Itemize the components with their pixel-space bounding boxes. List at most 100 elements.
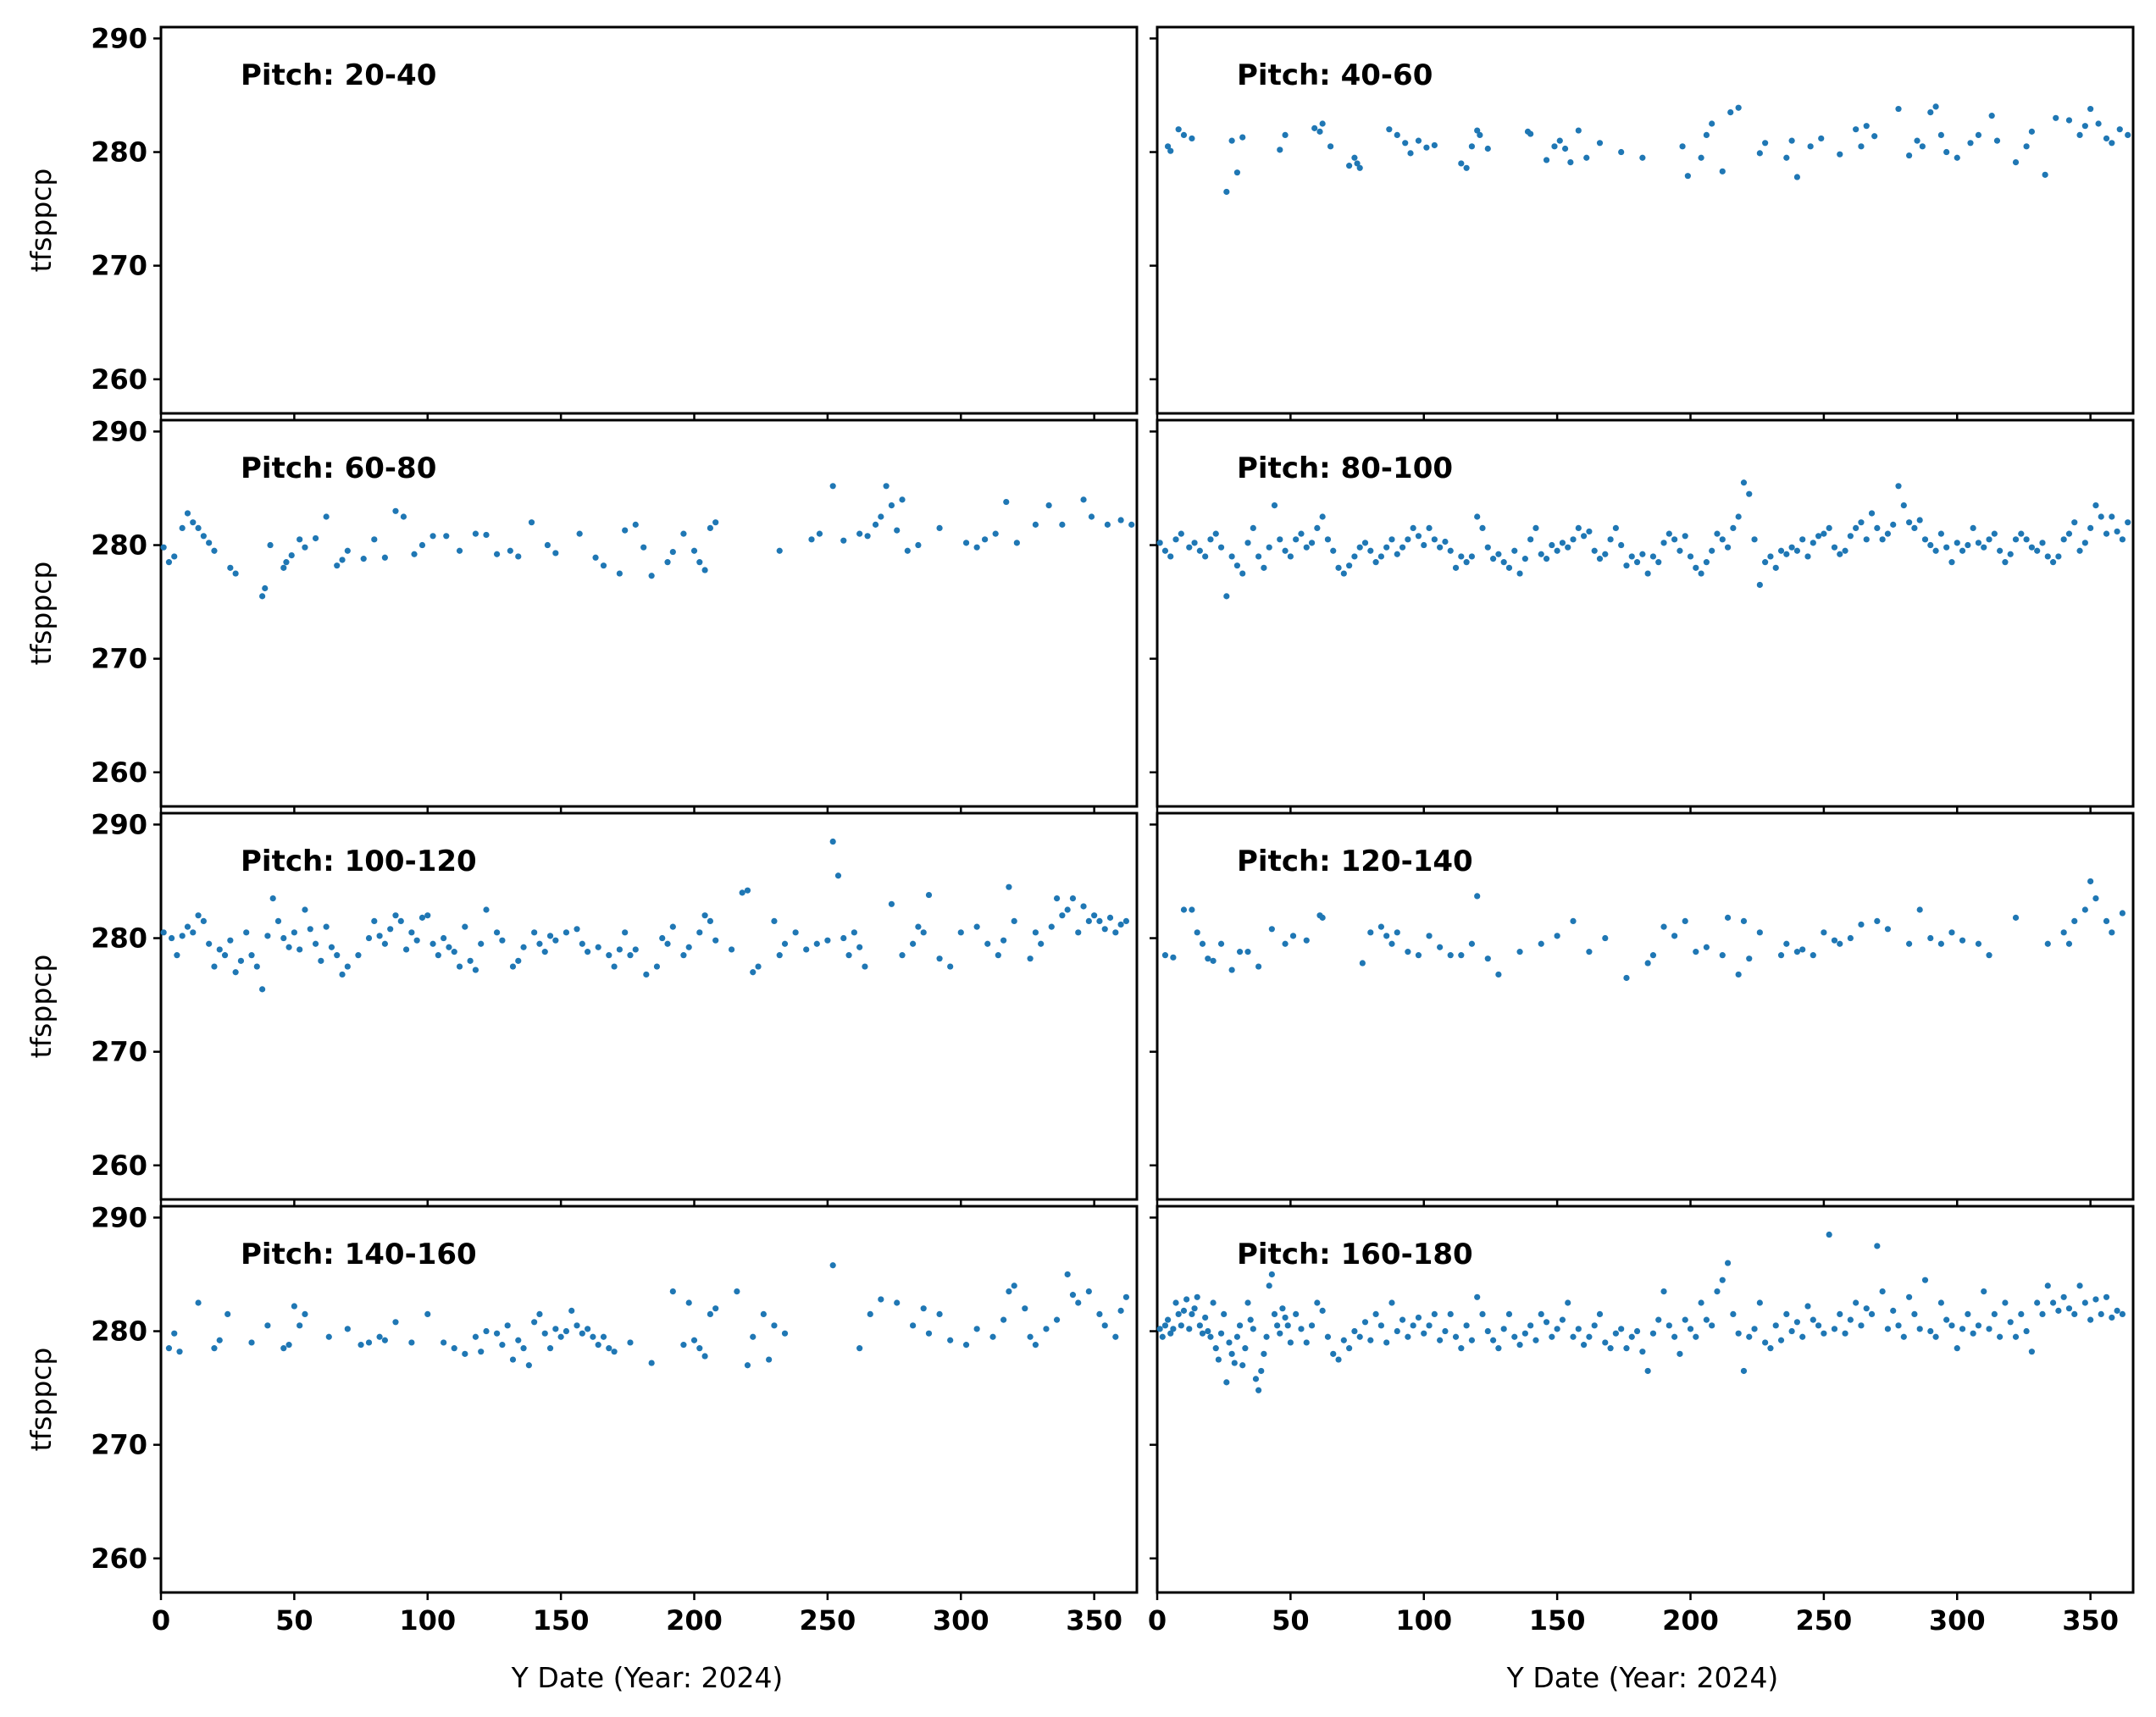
data-point	[2103, 1294, 2109, 1300]
data-point	[1720, 536, 1726, 542]
data-point	[462, 1351, 468, 1357]
data-point	[1799, 536, 1805, 542]
data-point	[206, 540, 212, 546]
data-point	[1794, 174, 1800, 180]
data-point	[1613, 1331, 1619, 1337]
data-point	[1981, 1288, 1987, 1294]
data-point	[1346, 1345, 1352, 1351]
data-point	[1725, 545, 1731, 551]
data-point	[1516, 1342, 1522, 1348]
data-point	[1794, 548, 1800, 554]
data-point	[2039, 1311, 2045, 1317]
data-point	[627, 1339, 633, 1345]
data-point	[403, 946, 409, 952]
data-point	[947, 963, 953, 969]
data-point	[1720, 169, 1726, 174]
data-point	[1730, 525, 1736, 531]
data-point	[401, 513, 407, 519]
data-point	[670, 924, 676, 930]
data-point	[686, 1299, 692, 1305]
data-point	[1799, 946, 1805, 952]
data-point	[1751, 1326, 1757, 1332]
data-point	[1442, 539, 1448, 545]
data-point	[601, 1334, 607, 1340]
data-point	[1538, 551, 1544, 557]
x-tick-label: 350	[1066, 1604, 1122, 1637]
data-point	[1229, 967, 1235, 972]
y-tick-label: 260	[91, 1149, 147, 1182]
data-point	[1992, 1311, 1998, 1317]
data-point	[1432, 536, 1438, 542]
data-point	[1549, 1334, 1555, 1340]
data-point	[835, 872, 841, 878]
data-point	[382, 941, 388, 947]
data-point	[1495, 551, 1501, 557]
data-point	[457, 548, 463, 554]
data-point	[1285, 1322, 1291, 1328]
data-point	[1244, 949, 1250, 955]
data-point	[1976, 1322, 1981, 1328]
data-point	[1943, 1317, 1949, 1323]
data-point	[1655, 559, 1661, 565]
data-point	[1416, 952, 1422, 958]
data-point	[507, 548, 513, 554]
data-point	[441, 935, 446, 941]
panel-title: Pitch: 120-140	[1237, 845, 1473, 878]
data-point	[814, 941, 820, 947]
data-point	[592, 555, 598, 561]
panel-title: Pitch: 140-160	[241, 1238, 477, 1271]
data-point	[308, 926, 313, 932]
data-point	[1170, 1326, 1176, 1332]
data-point	[1532, 525, 1538, 531]
data-point	[297, 1322, 302, 1328]
data-point	[424, 912, 430, 918]
data-point	[766, 1356, 772, 1362]
data-point	[1226, 1339, 1232, 1345]
data-point	[254, 963, 260, 969]
data-point	[2066, 941, 2072, 947]
data-point	[224, 1311, 230, 1317]
data-point	[1645, 570, 1651, 576]
data-point	[1527, 536, 1533, 542]
data-point	[2087, 1317, 2093, 1323]
data-point	[2120, 536, 2126, 542]
data-point	[2087, 106, 2093, 112]
data-point	[936, 955, 942, 961]
data-point	[1927, 1328, 1933, 1334]
data-point	[297, 946, 302, 952]
data-point	[830, 839, 836, 845]
data-point	[1320, 1308, 1326, 1314]
data-point	[1437, 545, 1443, 551]
data-point	[2082, 906, 2088, 912]
data-point	[1229, 138, 1235, 144]
data-point	[1335, 565, 1341, 571]
data-point	[1367, 1338, 1373, 1343]
data-point	[1783, 155, 1789, 161]
data-point	[1405, 1334, 1411, 1340]
data-point	[1618, 1326, 1624, 1332]
data-point	[1613, 525, 1619, 531]
data-point	[515, 553, 521, 559]
data-point	[1970, 1331, 1976, 1337]
data-point	[2120, 1311, 2126, 1317]
data-point	[1576, 525, 1582, 531]
data-point	[691, 548, 697, 554]
data-point	[1490, 1338, 1496, 1343]
data-point	[1581, 533, 1587, 539]
data-point	[1485, 545, 1491, 551]
data-point	[2034, 1299, 2040, 1305]
data-point	[211, 548, 217, 554]
data-point	[2002, 1299, 2008, 1305]
y-tick-label: 290	[91, 22, 147, 54]
data-point	[1858, 1322, 1864, 1328]
data-point	[1570, 1334, 1576, 1340]
data-point	[201, 533, 207, 539]
data-point	[392, 1319, 398, 1325]
data-point	[1927, 542, 1933, 548]
data-point	[526, 1362, 532, 1368]
data-point	[884, 483, 890, 489]
data-point	[1671, 1334, 1677, 1340]
data-point	[1810, 1317, 1816, 1323]
y-tick-label: 260	[91, 756, 147, 789]
data-point	[712, 938, 718, 944]
